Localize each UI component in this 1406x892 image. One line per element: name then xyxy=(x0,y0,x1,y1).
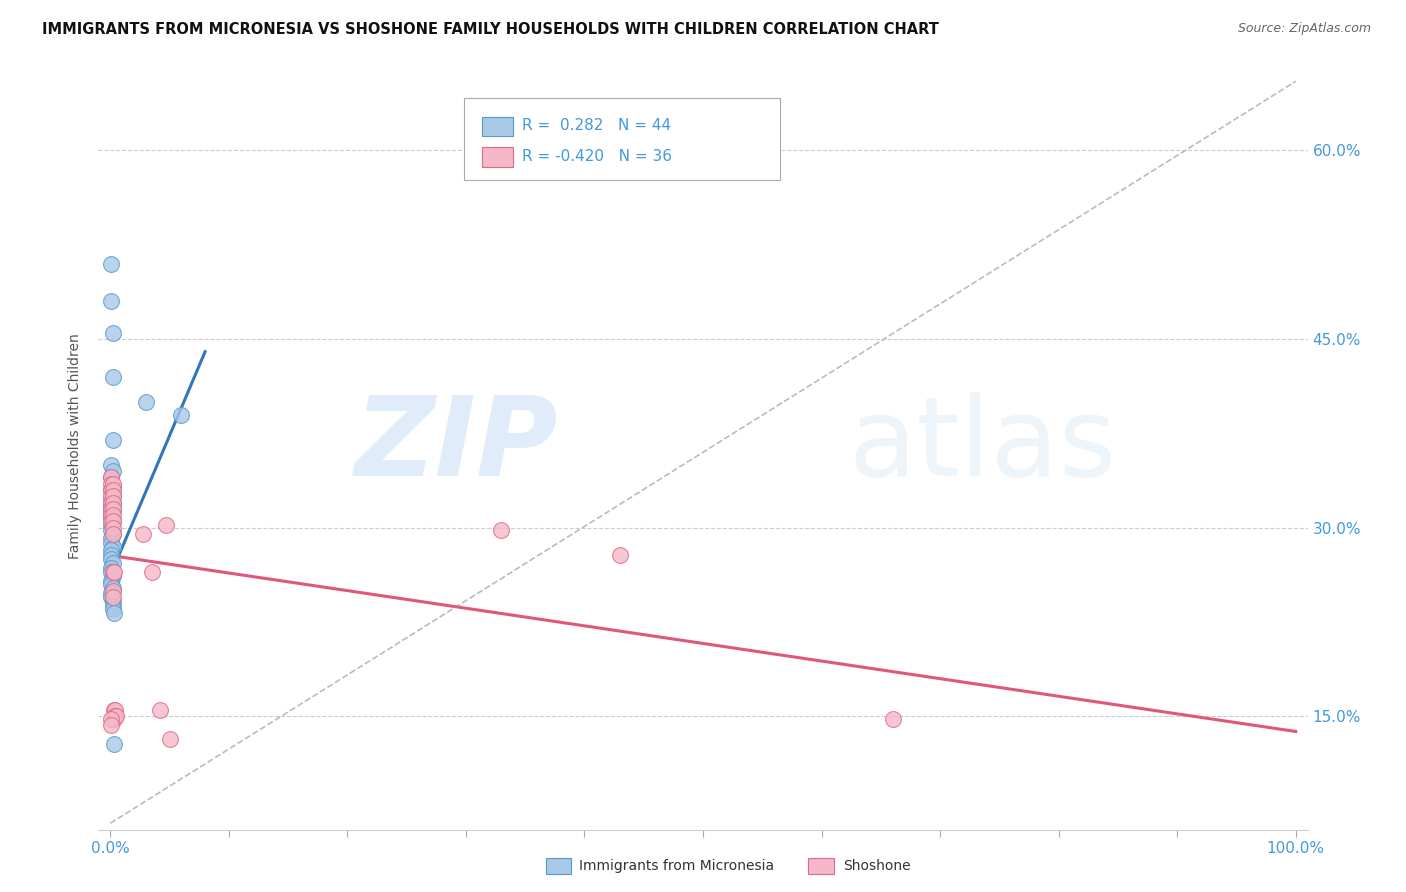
Point xyxy=(100,501,122,516)
Point xyxy=(100,586,122,600)
Y-axis label: Family Households with Children: Family Households with Children xyxy=(69,333,83,559)
Point xyxy=(100,506,122,520)
Point xyxy=(101,464,124,478)
Point xyxy=(101,540,124,554)
Point xyxy=(101,501,124,516)
Point xyxy=(100,483,122,497)
Text: IMMIGRANTS FROM MICRONESIA VS SHOSHONE FAMILY HOUSEHOLDS WITH CHILDREN CORRELATI: IMMIGRANTS FROM MICRONESIA VS SHOSHONE F… xyxy=(42,22,939,37)
Point xyxy=(104,709,127,723)
Text: R = -0.420   N = 36: R = -0.420 N = 36 xyxy=(522,149,672,163)
Point xyxy=(101,489,124,503)
Point xyxy=(101,527,124,541)
Point xyxy=(100,491,122,506)
Point xyxy=(100,257,122,271)
Point xyxy=(100,590,122,604)
Point xyxy=(100,577,122,591)
Point xyxy=(155,518,177,533)
Text: ZIP: ZIP xyxy=(354,392,558,500)
Point xyxy=(101,508,124,523)
Text: R =  0.282   N = 44: R = 0.282 N = 44 xyxy=(522,119,671,133)
Point xyxy=(101,602,124,616)
Point xyxy=(100,515,122,529)
Point xyxy=(101,476,124,491)
Point xyxy=(100,518,122,533)
Point xyxy=(100,498,122,512)
Point xyxy=(100,483,122,497)
Point xyxy=(101,583,124,598)
Point xyxy=(101,556,124,570)
Point xyxy=(101,599,124,613)
Point xyxy=(100,470,122,484)
Point xyxy=(101,527,124,541)
Point xyxy=(159,731,181,746)
Point xyxy=(101,593,124,607)
Point xyxy=(100,495,122,509)
Point xyxy=(170,408,193,422)
Point xyxy=(100,712,122,726)
Point xyxy=(100,718,122,732)
Point xyxy=(101,495,124,509)
Text: Shoshone: Shoshone xyxy=(844,859,911,873)
Point xyxy=(100,470,122,484)
Point xyxy=(100,476,122,491)
Point xyxy=(101,503,124,517)
Point xyxy=(101,433,124,447)
Point xyxy=(103,607,125,621)
Point xyxy=(100,549,122,563)
Point xyxy=(100,500,122,515)
Point xyxy=(100,574,122,588)
Point xyxy=(104,703,127,717)
Point xyxy=(132,527,155,541)
Point xyxy=(101,521,124,535)
Text: atlas: atlas xyxy=(848,392,1116,500)
Point xyxy=(100,523,122,537)
Point xyxy=(101,481,124,495)
Point xyxy=(101,489,124,503)
Point xyxy=(103,712,125,726)
Point xyxy=(100,543,122,558)
Point xyxy=(101,515,124,529)
Point xyxy=(103,565,125,579)
Point xyxy=(100,531,122,545)
Point xyxy=(100,561,122,575)
Point xyxy=(100,552,122,566)
Point xyxy=(101,515,124,529)
Point xyxy=(882,712,904,726)
Point xyxy=(101,565,124,579)
Text: Source: ZipAtlas.com: Source: ZipAtlas.com xyxy=(1237,22,1371,36)
Point xyxy=(101,590,124,604)
Point xyxy=(491,523,513,537)
Point xyxy=(101,483,124,497)
Point xyxy=(101,495,124,509)
Point xyxy=(100,294,122,309)
Point xyxy=(100,510,122,524)
Point xyxy=(101,568,124,582)
Point xyxy=(100,536,122,550)
Point xyxy=(101,581,124,595)
Point xyxy=(103,703,125,717)
Point xyxy=(100,458,122,472)
Text: Immigrants from Micronesia: Immigrants from Micronesia xyxy=(579,859,775,873)
Point xyxy=(105,709,128,723)
Point xyxy=(609,549,631,563)
Point xyxy=(100,508,122,523)
Point xyxy=(103,737,125,751)
Point xyxy=(100,489,122,503)
Point xyxy=(100,565,122,579)
Point xyxy=(141,565,163,579)
Point xyxy=(101,369,124,384)
Point xyxy=(101,326,124,340)
Point xyxy=(149,703,172,717)
Point xyxy=(135,395,157,409)
